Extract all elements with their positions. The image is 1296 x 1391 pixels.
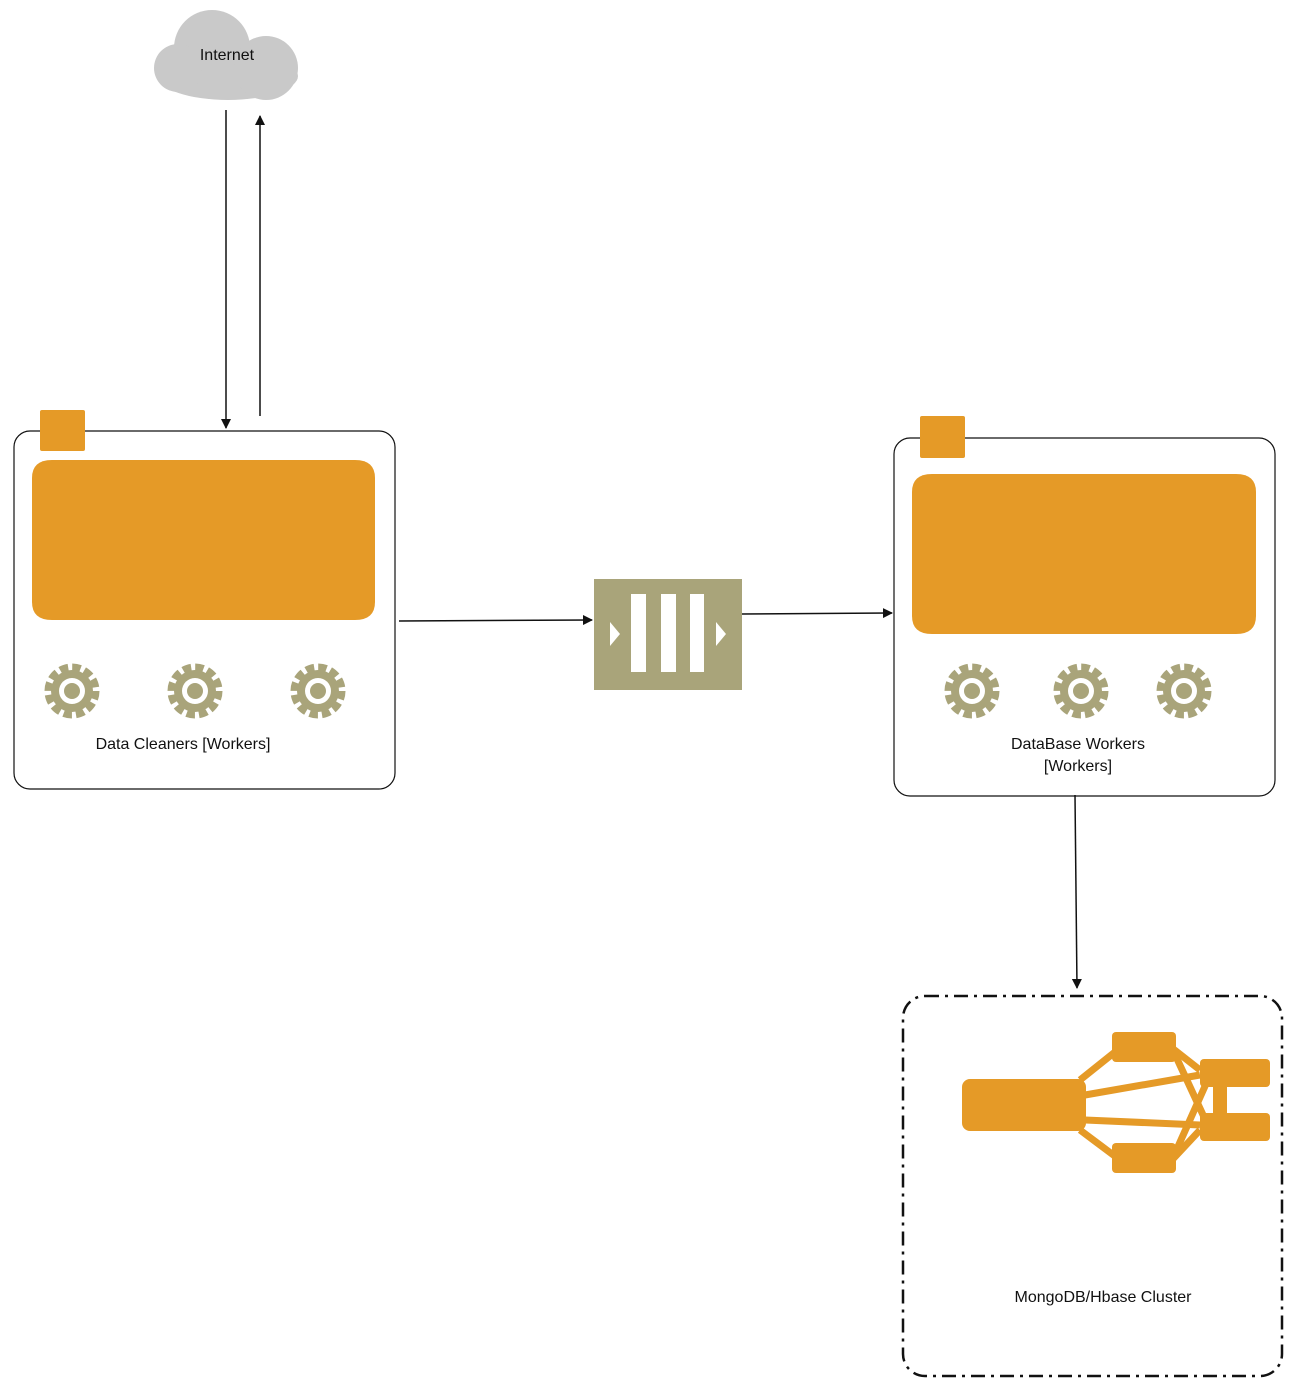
edge-cleaners-to-queue: [398, 615, 593, 626]
data-cleaners-node[interactable]: Data Cleaners [Workers]: [13, 410, 396, 790]
gear-icon: [948, 667, 996, 715]
internet-label: Internet: [200, 47, 255, 64]
cluster-label: MongoDB/Hbase Cluster: [1015, 1289, 1193, 1306]
cluster-node[interactable]: MongoDB/Hbase Cluster: [901, 994, 1284, 1378]
worker-group-icon: [32, 460, 375, 620]
database-workers-node[interactable]: DataBase Workers [Workers]: [893, 416, 1276, 797]
data-cleaners-label: Data Cleaners [Workers]: [96, 736, 271, 753]
queue-node[interactable]: [594, 579, 742, 690]
cluster-icon: [962, 1032, 1270, 1173]
group-corner-icon: [40, 410, 85, 451]
gear-icon: [1057, 667, 1105, 715]
gear-icon: [294, 667, 342, 715]
gear-icon: [1160, 667, 1208, 715]
edge-db-workers-to-cluster: [1071, 794, 1082, 989]
cluster-frame: [901, 994, 1284, 1378]
edge-queue-to-db-workers: [741, 608, 893, 619]
gear-icon: [48, 667, 96, 715]
worker-group-icon: [912, 474, 1256, 634]
database-workers-label-line1: DataBase Workers: [1011, 736, 1145, 753]
internet-node[interactable]: Internet: [154, 10, 298, 100]
database-workers-label-line2: [Workers]: [1044, 758, 1112, 775]
group-corner-icon: [920, 416, 965, 458]
cloud-icon: [154, 10, 298, 100]
message-queue-icon: [594, 579, 742, 690]
gear-icon: [171, 667, 219, 715]
